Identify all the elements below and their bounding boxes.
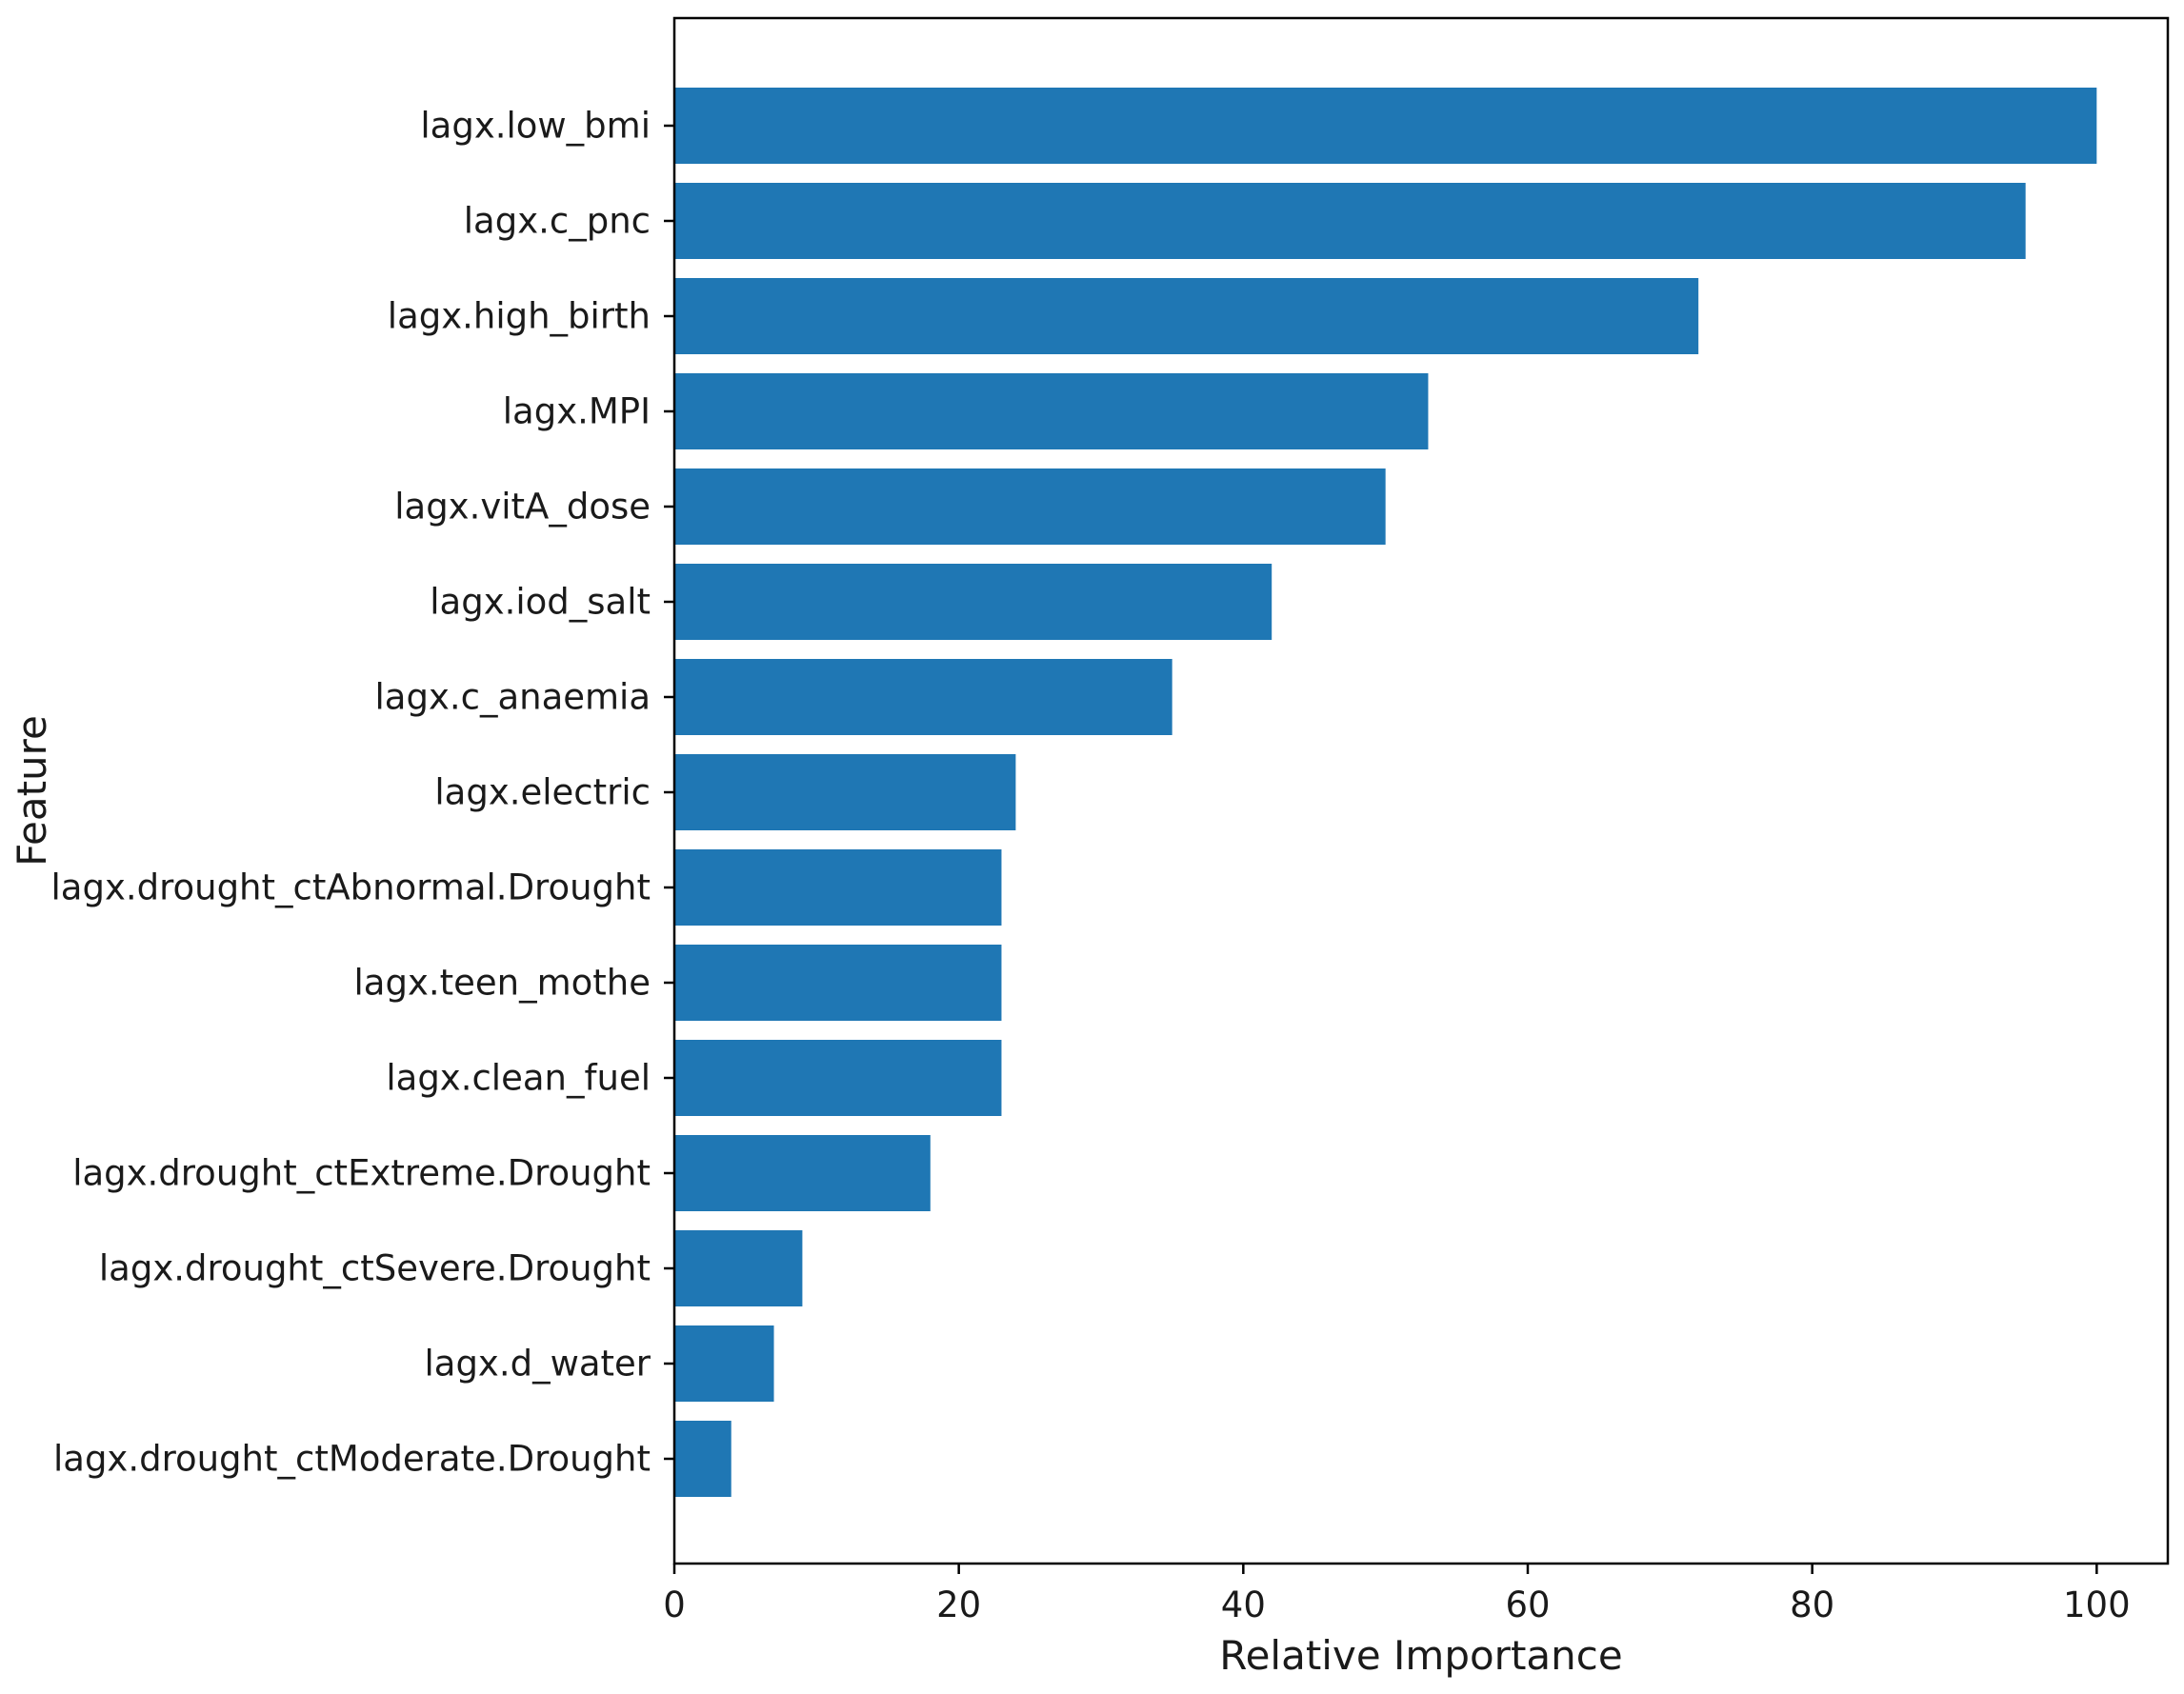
bar: [674, 1421, 731, 1497]
bar: [674, 1040, 1002, 1116]
y-tick-label: lagx.iod_salt: [430, 582, 651, 623]
ticks-layer: lagx.low_bmi lagx.c_pnc lagx.high_birthlag…: [51, 106, 2131, 1626]
bar: [674, 1325, 774, 1402]
bar: [674, 564, 1272, 640]
y-tick-label: lagx.MPI: [503, 391, 651, 432]
y-tick-label: lagx.high_birth: [388, 296, 651, 337]
y-tick-label: lagx.c_anaemia: [375, 677, 651, 718]
bar: [674, 373, 1429, 449]
x-tick-label: 60: [1505, 1584, 1550, 1625]
bar: [674, 754, 1016, 830]
bars-layer: [674, 88, 2097, 1497]
y-tick-label: lagx.low_bmi: [420, 106, 651, 147]
y-tick-label: lagx.electric: [434, 772, 651, 813]
bar: [674, 1230, 803, 1306]
y-tick-label: lagx.d_water: [424, 1344, 651, 1385]
x-tick-label: 80: [1790, 1584, 1834, 1625]
y-tick-label: lagx.drought_ctExtreme.Drought: [72, 1153, 651, 1194]
x-tick-label: 40: [1221, 1584, 1266, 1625]
x-tick-label: 20: [936, 1584, 981, 1625]
bar: [674, 849, 1002, 926]
bar: [674, 1135, 931, 1211]
plot-frame: [672, 16, 2170, 1565]
y-axis-title: Feature: [9, 715, 55, 867]
bar: [674, 945, 1002, 1021]
x-tick-label: 100: [2063, 1584, 2131, 1625]
bar: [674, 278, 1699, 354]
bar: [674, 659, 1172, 735]
y-tick-label: lagx.drought_ctSevere.Drought: [99, 1248, 651, 1289]
x-axis-title: Relative Importance: [1219, 1632, 1622, 1679]
bar: [674, 183, 2026, 259]
bar: [674, 88, 2097, 164]
y-tick-label: lagx.clean_fuel: [386, 1058, 651, 1099]
y-tick-label: lagx.c_pnc: [464, 201, 651, 242]
x-tick-label: 0: [663, 1584, 686, 1625]
y-tick-label: lagx.teen_mothe: [354, 963, 651, 1004]
y-tick-label: lagx.vitA_dose: [394, 487, 651, 528]
y-tick-label: lagx.drought_ctModerate.Drought: [53, 1439, 651, 1480]
bar: [674, 468, 1386, 545]
y-tick-label: lagx.drought_ctAbnormal.Drought: [51, 867, 651, 908]
